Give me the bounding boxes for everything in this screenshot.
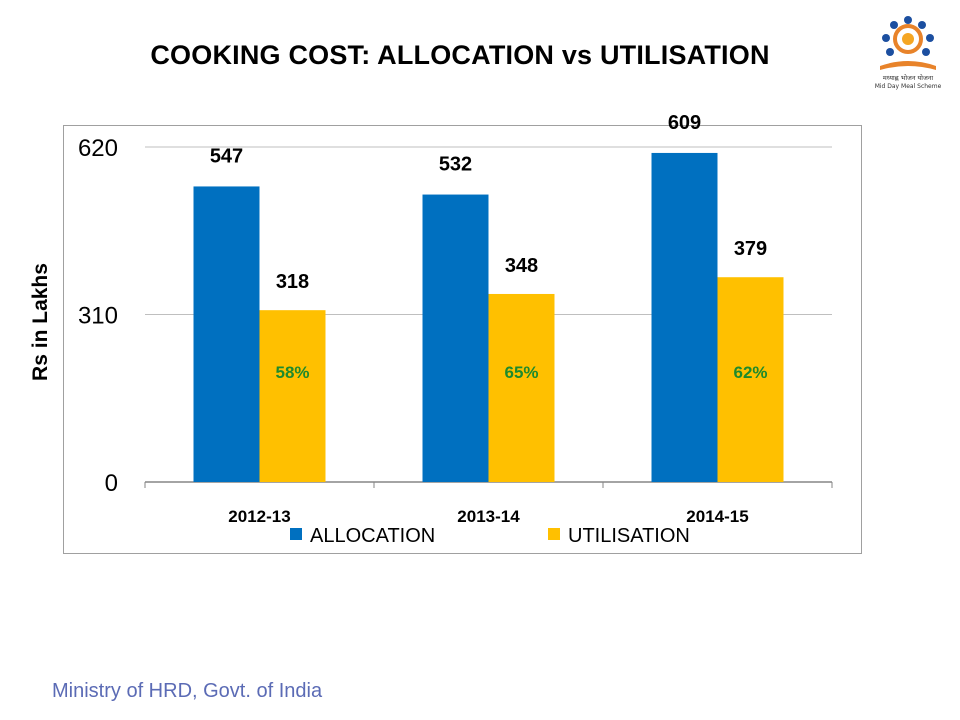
legend-allocation-label: ALLOCATION bbox=[310, 525, 435, 547]
mid-day-meal-logo-icon: मध्याह्न भोजन योजना Mid Day Meal Scheme bbox=[875, 16, 942, 90]
allocation-data-label: 547 bbox=[210, 145, 243, 167]
chart-title: COOKING COST: ALLOCATION vs UTILISATION bbox=[150, 40, 770, 70]
y-tick-label: 310 bbox=[78, 303, 118, 330]
utilisation-percent-label: 65% bbox=[504, 363, 538, 382]
logo-ring bbox=[893, 24, 923, 54]
logo-figures bbox=[882, 16, 934, 56]
footer-text: Ministry of HRD, Govt. of India bbox=[52, 680, 323, 702]
utilisation-data-label: 318 bbox=[276, 271, 309, 293]
utilisation-bar bbox=[259, 310, 326, 482]
utilisation-data-label: 348 bbox=[505, 255, 538, 277]
allocation-bar bbox=[193, 186, 260, 482]
x-category-label: 2013-14 bbox=[457, 507, 520, 526]
utilisation-data-label: 379 bbox=[734, 238, 767, 260]
legend-utilisation-label: UTILISATION bbox=[568, 525, 690, 547]
y-tick-label: 0 bbox=[105, 470, 118, 497]
utilisation-bar bbox=[717, 277, 784, 482]
logo-book bbox=[880, 61, 936, 70]
allocation-data-label: 609 bbox=[668, 112, 701, 134]
logo-english-text: Mid Day Meal Scheme bbox=[875, 83, 942, 90]
logo-hindi-text: मध्याह्न भोजन योजना bbox=[883, 74, 934, 82]
allocation-data-label: 532 bbox=[439, 154, 472, 176]
legend-allocation-swatch bbox=[290, 528, 302, 540]
x-category-label: 2014-15 bbox=[686, 507, 748, 526]
allocation-bar bbox=[422, 194, 489, 482]
y-tick-label: 620 bbox=[78, 135, 118, 162]
legend-utilisation-swatch bbox=[548, 528, 560, 540]
utilisation-bar bbox=[488, 293, 555, 482]
utilisation-percent-label: 62% bbox=[733, 363, 767, 382]
utilisation-percent-label: 58% bbox=[275, 363, 309, 382]
allocation-bar bbox=[651, 152, 718, 482]
x-category-label: 2012-13 bbox=[228, 507, 290, 526]
